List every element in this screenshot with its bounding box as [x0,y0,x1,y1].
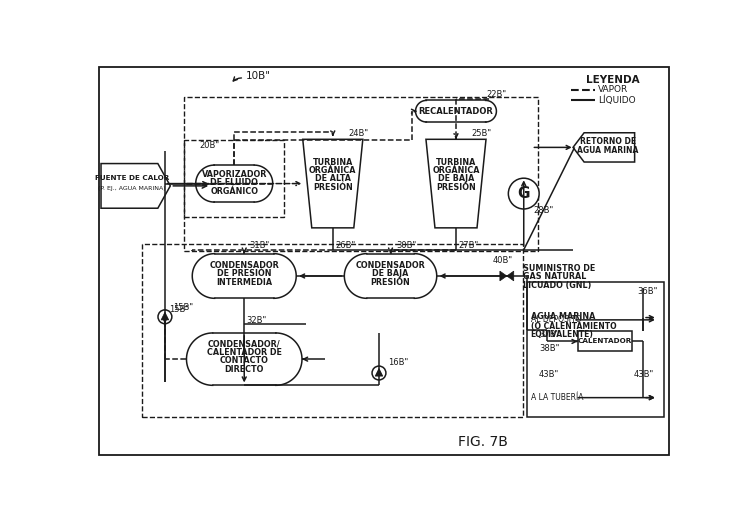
Text: CONDENSADOR: CONDENSADOR [209,261,279,270]
Text: 40B": 40B" [493,256,513,265]
Text: CALENTADOR: CALENTADOR [578,338,632,345]
Text: 43B": 43B" [538,370,559,379]
Text: (O CALENTAMIENTO: (O CALENTAMIENTO [531,321,616,331]
Text: ORGÁNICO: ORGÁNICO [210,187,258,196]
Ellipse shape [344,254,389,298]
Text: VAPOR: VAPOR [598,85,628,94]
Circle shape [158,310,172,324]
Text: RETORNO DE: RETORNO DE [580,137,636,146]
Ellipse shape [236,165,273,202]
Text: CALENTADOR DE: CALENTADOR DE [207,348,282,357]
Text: 43B": 43B" [634,370,654,379]
Text: CONDENSADOR/: CONDENSADOR/ [208,339,280,348]
Bar [184,140,284,217]
Ellipse shape [392,254,436,298]
Text: DE BAJA: DE BAJA [438,174,474,184]
Text: 10B": 10B" [246,71,271,81]
Text: LEYENDA: LEYENDA [586,75,640,86]
Bar [184,98,538,251]
Polygon shape [161,312,169,320]
Text: 27B": 27B" [458,240,478,250]
Text: 31B": 31B" [250,240,270,250]
Polygon shape [426,139,486,228]
Text: PRESIÓN: PRESIÓN [313,183,352,192]
Bar [367,254,415,298]
Text: CONDENSADOR: CONDENSADOR [356,261,425,270]
Text: 15B": 15B" [172,303,193,312]
Ellipse shape [416,101,437,122]
Polygon shape [303,139,363,228]
Text: PRESIÓN: PRESIÓN [436,183,476,192]
Ellipse shape [187,333,238,385]
Text: 36B": 36B" [638,287,658,296]
Text: GAS NATURAL: GAS NATURAL [523,272,586,281]
Text: 25B": 25B" [472,129,491,138]
Text: 22B": 22B" [487,90,507,99]
Bar [578,331,632,351]
Ellipse shape [192,254,237,298]
Text: LICUADO (GNL): LICUADO (GNL) [523,281,591,289]
Text: G: G [518,186,530,201]
Text: 26B": 26B" [335,240,356,250]
Polygon shape [507,271,514,281]
Text: TURBINA: TURBINA [313,157,353,167]
Text: 24B": 24B" [348,129,368,138]
Text: EQUIVALENTE): EQUIVALENTE) [531,330,593,339]
Text: DE ALTA: DE ALTA [315,174,351,184]
Text: 20B": 20B" [200,141,220,150]
Polygon shape [500,271,507,281]
Text: DIRECTO: DIRECTO [224,365,264,374]
Ellipse shape [475,101,496,122]
Text: 28B": 28B" [533,206,554,215]
Ellipse shape [196,165,232,202]
Text: 37B": 37B" [539,330,560,339]
Text: PRESIÓN: PRESIÓN [370,278,410,287]
Text: RECALENTADOR: RECALENTADOR [419,107,494,116]
Text: DE BAJA: DE BAJA [372,269,409,278]
Text: LÍQUIDO: LÍQUIDO [598,95,635,105]
Text: FUENTE DE CALOR: FUENTE DE CALOR [94,175,169,181]
Text: DE FLUIDO: DE FLUIDO [210,179,258,187]
Text: TURBINA: TURBINA [436,157,476,167]
Polygon shape [101,164,170,208]
Text: A LA TUBERÍA: A LA TUBERÍA [531,393,584,402]
Text: ORGÁNICA: ORGÁNICA [309,166,356,175]
Bar [142,244,523,417]
Bar [214,254,274,298]
Polygon shape [573,133,634,162]
Text: AGUA MARINA: AGUA MARINA [531,312,595,321]
Text: AGUA MARINA: AGUA MARINA [577,146,638,155]
Circle shape [509,178,539,209]
Text: VAPORIZADOR: VAPORIZADOR [202,170,267,179]
Bar [214,165,254,202]
Ellipse shape [251,254,296,298]
Text: 16B": 16B" [388,358,409,367]
Text: 30B": 30B" [397,240,417,250]
Text: DE PRESIÓN: DE PRESIÓN [217,269,272,278]
Circle shape [372,366,386,380]
Text: CONTACTO: CONTACTO [220,356,268,365]
Text: (P. EJ., AGUA MARINA): (P. EJ., AGUA MARINA) [98,186,166,191]
Text: AL DEPÓSITO: AL DEPÓSITO [531,315,581,325]
Text: 38B": 38B" [539,344,560,353]
Text: INTERMEDIA: INTERMEDIA [216,278,272,287]
Text: SUMINISTRO DE: SUMINISTRO DE [523,264,596,273]
Ellipse shape [250,333,302,385]
Text: ORGÁNICA: ORGÁNICA [432,166,480,175]
Text: FIG. 7B: FIG. 7B [458,436,508,449]
Text: 15B": 15B" [169,304,189,314]
Polygon shape [375,368,382,376]
Bar [213,333,276,385]
Text: 32B": 32B" [247,316,267,325]
Bar [426,101,486,122]
Bar [526,282,664,417]
